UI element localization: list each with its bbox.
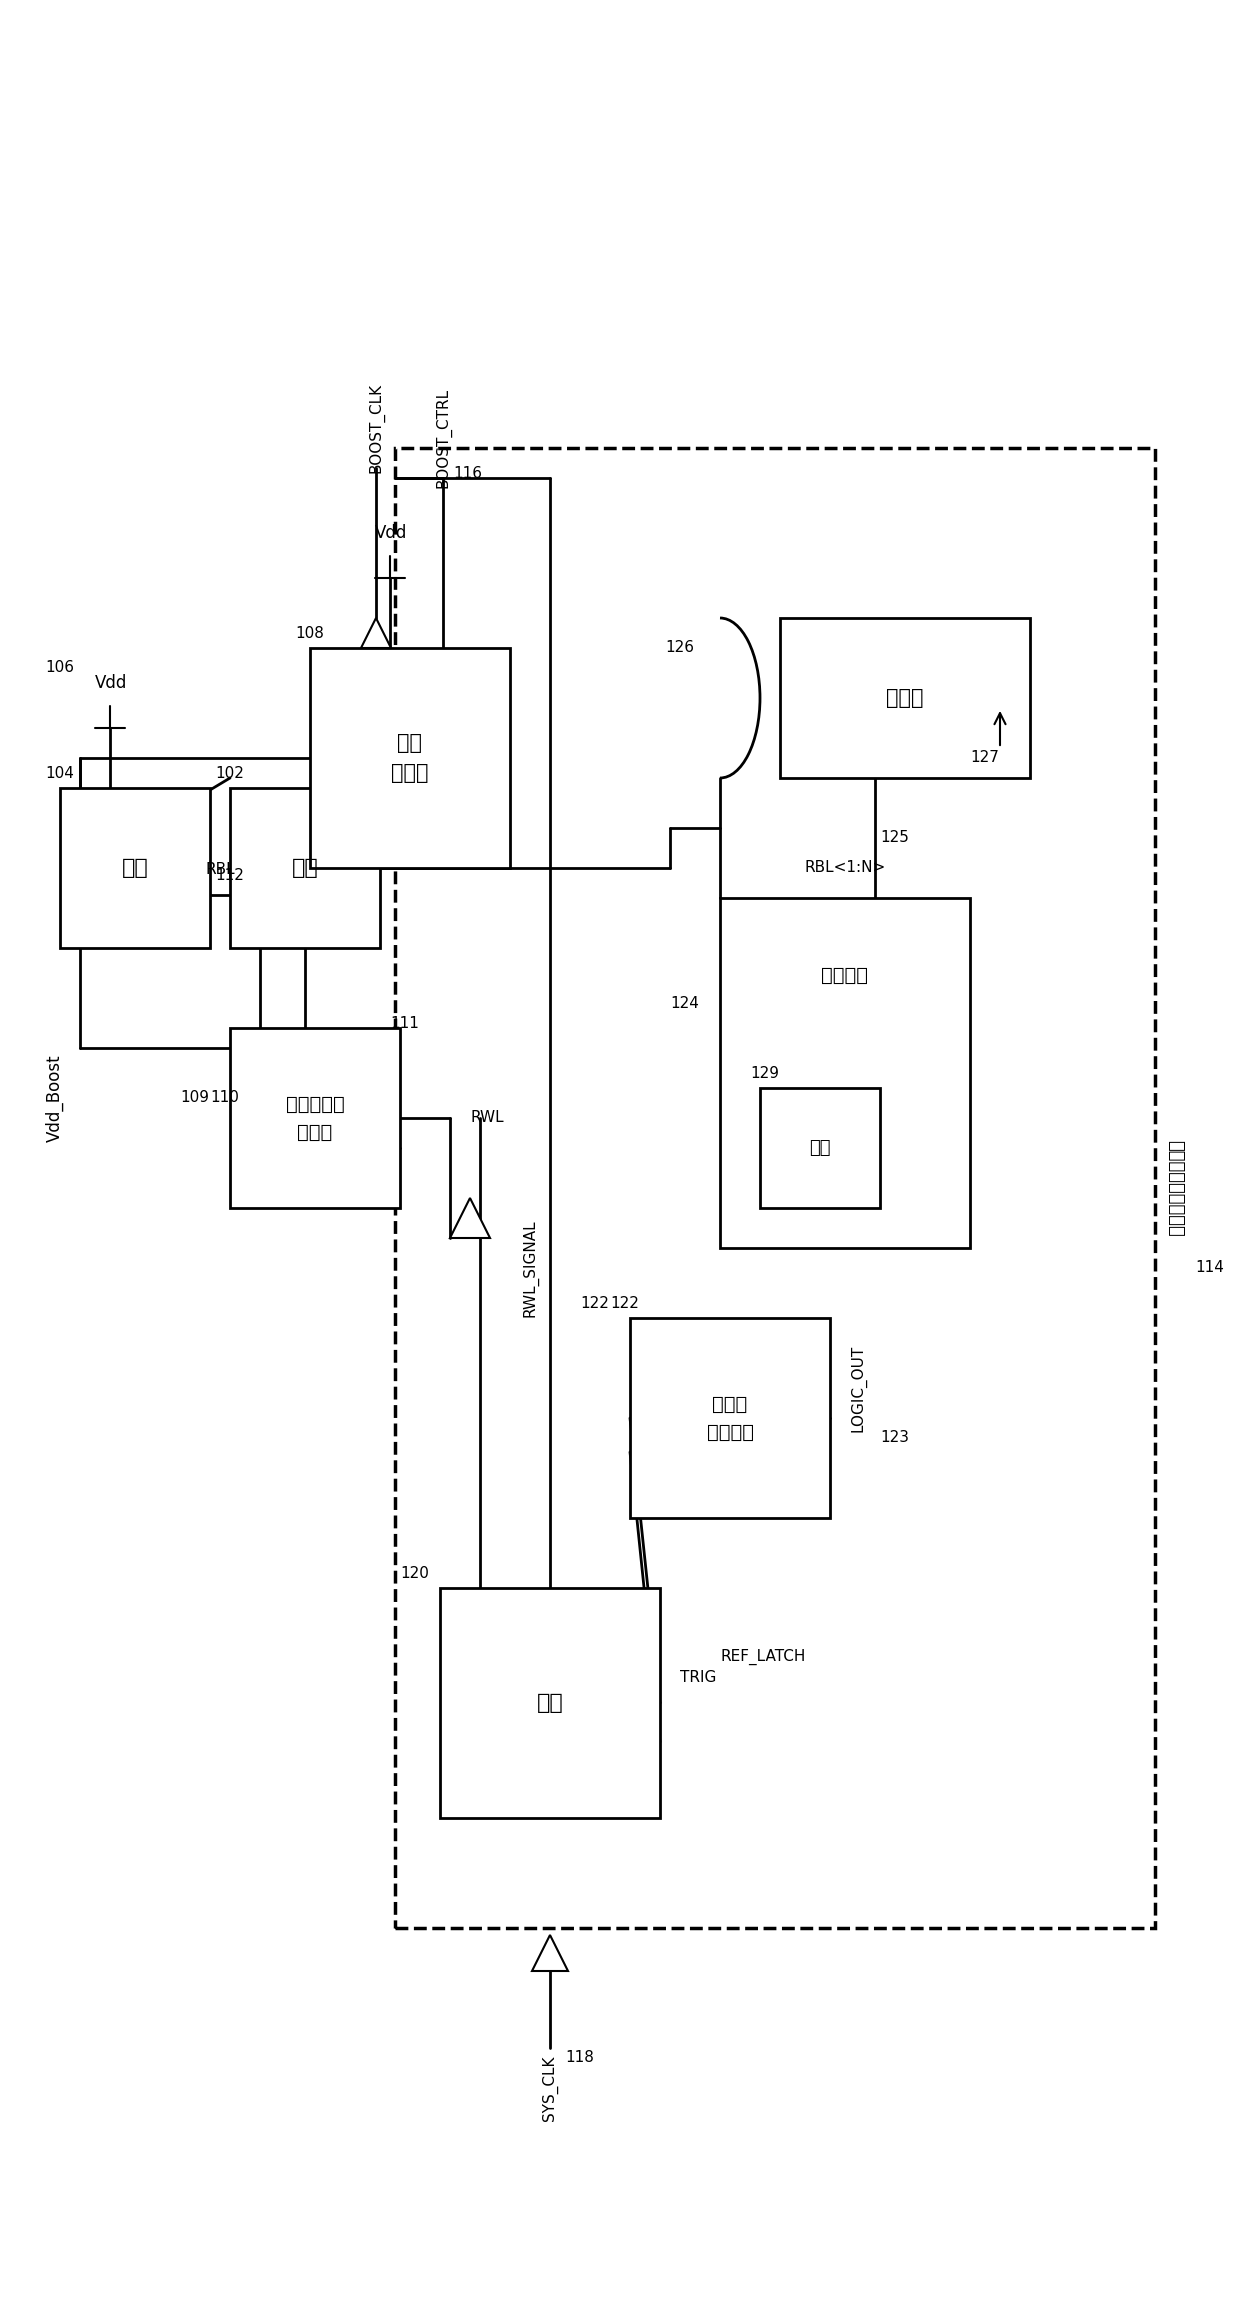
Polygon shape bbox=[450, 1197, 490, 1239]
Text: BOOST_CTRL: BOOST_CTRL bbox=[435, 388, 451, 487]
Bar bbox=[229, 788, 379, 949]
Text: 129: 129 bbox=[750, 1066, 779, 1080]
Text: 108: 108 bbox=[295, 625, 324, 641]
Text: 122: 122 bbox=[610, 1296, 639, 1310]
Bar bbox=[720, 899, 970, 1248]
Text: 118: 118 bbox=[565, 2050, 594, 2066]
Text: SYS_CLK: SYS_CLK bbox=[542, 2054, 558, 2121]
Text: Vdd: Vdd bbox=[374, 524, 408, 542]
Text: 单元阵列: 单元阵列 bbox=[821, 965, 868, 984]
Bar bbox=[229, 1027, 401, 1209]
Text: 逻辑: 逻辑 bbox=[291, 857, 319, 878]
Text: RBL<1:N>: RBL<1:N> bbox=[805, 859, 885, 876]
Text: 123: 123 bbox=[880, 1429, 909, 1445]
Text: LOGIC_OUT: LOGIC_OUT bbox=[849, 1344, 867, 1432]
Text: Vdd_Boost: Vdd_Boost bbox=[46, 1055, 64, 1142]
Text: 111: 111 bbox=[391, 1016, 419, 1030]
Bar bbox=[630, 1319, 830, 1519]
Text: 升压
产生器: 升压 产生器 bbox=[392, 733, 429, 784]
Text: 可编程
逻辑延迟: 可编程 逻辑延迟 bbox=[707, 1395, 754, 1441]
Text: 读取存取空闲传感器: 读取存取空闲传感器 bbox=[1166, 1140, 1184, 1236]
Text: 控制: 控制 bbox=[537, 1694, 563, 1712]
Polygon shape bbox=[361, 618, 391, 648]
Bar bbox=[60, 788, 210, 949]
Text: 126: 126 bbox=[665, 641, 694, 655]
Text: 电平移位器
缓冲器: 电平移位器 缓冲器 bbox=[285, 1094, 345, 1142]
Text: 122: 122 bbox=[580, 1296, 609, 1310]
Text: RWL_SIGNAL: RWL_SIGNAL bbox=[522, 1220, 538, 1317]
Bar bbox=[310, 648, 510, 869]
Text: REF_LATCH: REF_LATCH bbox=[720, 1650, 805, 1666]
Polygon shape bbox=[532, 1935, 568, 1972]
Text: 109: 109 bbox=[180, 1092, 210, 1105]
Text: 110: 110 bbox=[210, 1092, 239, 1105]
Text: BOOST_CLK: BOOST_CLK bbox=[368, 384, 384, 473]
Text: Vdd: Vdd bbox=[95, 673, 128, 692]
Text: 锁存器: 锁存器 bbox=[887, 687, 924, 708]
Text: RWL: RWL bbox=[470, 1110, 503, 1126]
Text: 116: 116 bbox=[453, 466, 482, 480]
Text: 124: 124 bbox=[670, 995, 699, 1011]
Text: 102: 102 bbox=[215, 765, 244, 781]
Bar bbox=[396, 448, 1154, 1928]
Text: 120: 120 bbox=[401, 1565, 429, 1581]
Bar bbox=[440, 1588, 660, 1818]
Text: RBL: RBL bbox=[205, 862, 234, 878]
Text: 106: 106 bbox=[45, 660, 74, 676]
Text: 127: 127 bbox=[970, 751, 999, 765]
Text: 114: 114 bbox=[1195, 1262, 1224, 1275]
Text: 104: 104 bbox=[45, 765, 74, 781]
Bar bbox=[780, 618, 1030, 779]
Text: 单元: 单元 bbox=[810, 1140, 831, 1156]
Text: 单元: 单元 bbox=[122, 857, 149, 878]
Text: TRIG: TRIG bbox=[680, 1671, 717, 1684]
Text: 112: 112 bbox=[215, 869, 244, 882]
Bar bbox=[760, 1087, 880, 1209]
Text: 125: 125 bbox=[880, 830, 909, 846]
